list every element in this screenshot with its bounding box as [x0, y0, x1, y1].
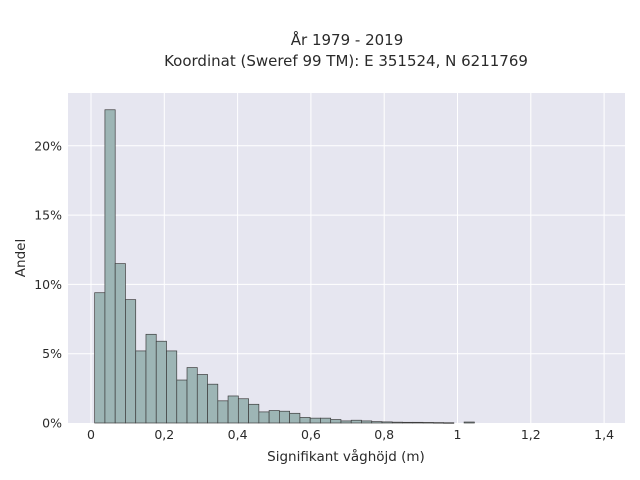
- histogram-bar: [402, 421, 414, 424]
- y-tick-label: 15%: [34, 208, 62, 223]
- histogram-bar: [207, 383, 219, 424]
- histogram-bar: [268, 410, 280, 424]
- chart-title-line-1: År 1979 - 2019: [291, 30, 404, 49]
- x-tick-label: 0,8: [374, 427, 394, 442]
- y-tick-label: 0%: [42, 416, 62, 431]
- histogram-bars: [94, 109, 475, 424]
- histogram-bar: [432, 422, 444, 424]
- histogram-bar: [463, 421, 475, 424]
- histogram-bar: [299, 417, 311, 424]
- histogram-bar: [237, 398, 249, 424]
- histogram-bar: [176, 379, 188, 424]
- histogram-bar: [412, 421, 424, 424]
- histogram-bar: [104, 109, 116, 424]
- histogram-bar: [309, 417, 321, 424]
- histogram-bar: [422, 422, 434, 424]
- y-axis-label: Andel: [13, 239, 29, 277]
- histogram-bar: [361, 420, 373, 424]
- histogram-bar: [248, 403, 260, 424]
- histogram-bar: [279, 410, 290, 424]
- x-tick-label: 0: [87, 427, 95, 442]
- chart-title-line-2: Koordinat (Sweref 99 TM): E 351524, N 62…: [164, 52, 528, 70]
- x-tick-label: 1,4: [594, 427, 614, 442]
- histogram-bar: [94, 292, 106, 424]
- histogram-bar: [320, 417, 332, 424]
- histogram-bar: [340, 420, 352, 424]
- histogram-bar: [166, 350, 178, 424]
- histogram-bar: [350, 419, 362, 424]
- y-tick-label: 20%: [34, 138, 62, 153]
- histogram-bar: [145, 333, 157, 424]
- histogram-bar: [227, 395, 239, 424]
- histogram-bar: [330, 419, 342, 424]
- x-tick-label: 0,6: [301, 427, 321, 442]
- x-tick-label: 1,2: [521, 427, 541, 442]
- histogram-bar: [258, 411, 270, 424]
- y-tick-label: 5%: [42, 346, 62, 361]
- x-tick-label: 0,2: [154, 427, 174, 442]
- histogram-bar: [391, 421, 403, 424]
- histogram-bar: [443, 422, 455, 424]
- histogram-bar: [125, 299, 137, 424]
- x-tick-label: 0,4: [228, 427, 248, 442]
- histogram-bar: [114, 263, 126, 424]
- histogram-bar: [155, 340, 167, 424]
- x-tick-label: 1: [454, 427, 462, 442]
- histogram-bar: [371, 421, 383, 424]
- histogram-bar: [186, 367, 198, 424]
- histogram-bar: [217, 400, 229, 424]
- y-tick-label: 10%: [34, 277, 62, 292]
- histogram-bar: [196, 374, 208, 424]
- histogram-bar: [289, 412, 301, 424]
- tick-labels: 0 0,2 0,4 0,6 0,8 1 1,2 1,4 0% 5% 10% 15% 20%: [34, 138, 614, 442]
- x-axis-label: Signifikant våghöjd (m): [267, 448, 425, 465]
- histogram-bar: [135, 350, 147, 424]
- histogram-bar: [381, 421, 393, 424]
